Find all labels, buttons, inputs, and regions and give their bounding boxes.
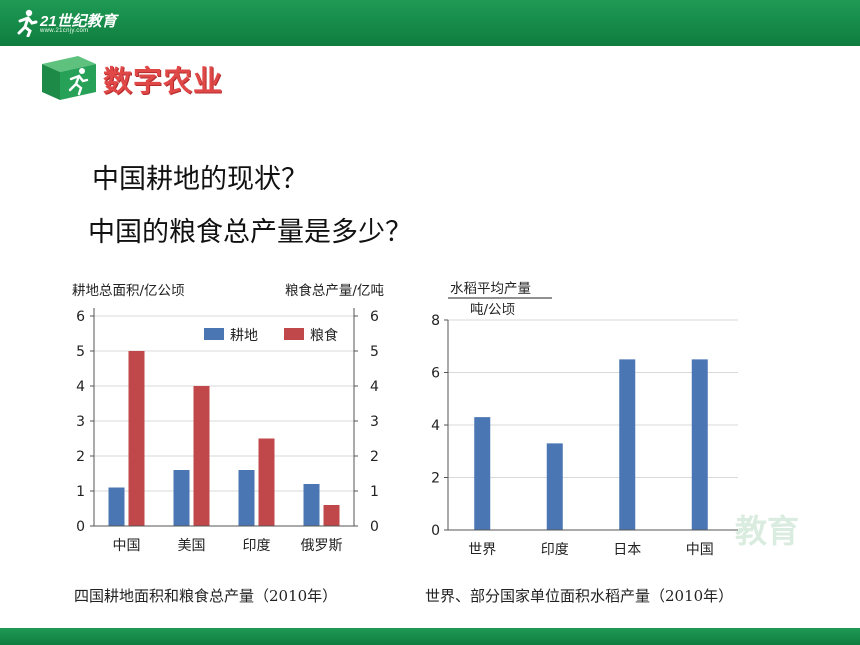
y-tick-label: 8 (431, 313, 440, 329)
y-tick-label-left: 5 (76, 344, 85, 360)
bar-farmland (173, 470, 190, 526)
bar-farmland (238, 470, 255, 526)
y-tick-label-right: 6 (370, 309, 379, 325)
section-cube-icon (42, 56, 96, 100)
chart-farmland-grain: 耕地总面积/亿公顷 粮食总产量/亿吨 0 0 1 1 2 2 3 3 4 4 5 5 6 6 中国 美国 印度 俄… (66, 268, 396, 580)
y-tick-label-left: 0 (76, 519, 85, 535)
legend-swatch (284, 328, 304, 340)
bar-rice-yield (619, 359, 636, 530)
bar-grain (193, 386, 210, 526)
y-tick-label-right: 2 (370, 449, 379, 465)
y-tick-label-right: 1 (370, 484, 379, 500)
y-tick-label-right: 5 (370, 344, 379, 360)
y-tick-label: 4 (431, 418, 440, 434)
y-axis-label-left: 耕地总面积/亿公顷 (72, 282, 185, 299)
bar-grain (128, 351, 145, 526)
y-axis-label-line2: 吨/公顷 (470, 302, 515, 318)
y-tick-label-right: 0 (370, 519, 379, 535)
y-tick-label-left: 2 (76, 449, 85, 465)
legend-label: 耕地 (230, 327, 258, 344)
x-tick-label: 美国 (178, 538, 206, 554)
y-tick-label: 6 (431, 366, 440, 382)
chart-rice-yield: 水稻平均产量 吨/公顷 0 2 4 6 8 世界 印度 日本 中国 (426, 268, 756, 580)
legend-swatch (204, 328, 224, 340)
bar-rice-yield (546, 443, 563, 530)
x-tick-label: 印度 (243, 538, 271, 554)
x-tick-label: 中国 (113, 538, 141, 554)
y-axis-label-right: 粮食总产量/亿吨 (285, 282, 384, 299)
y-tick-label-right: 3 (370, 414, 379, 430)
y-tick-label: 0 (431, 523, 440, 539)
x-tick-label: 中国 (686, 542, 714, 558)
x-tick-label: 俄罗斯 (301, 538, 343, 554)
question-1: 中国耕地的现状？ (92, 164, 308, 195)
bar-farmland (303, 484, 320, 526)
x-tick-label: 世界 (468, 542, 496, 558)
section-title: 数字农业 (103, 64, 224, 98)
chart-1-caption: 四国耕地面积和粮食总产量（2010年） (74, 587, 338, 605)
bar-grain (258, 438, 275, 526)
footer-bar (0, 628, 860, 645)
y-tick-label-left: 4 (76, 379, 85, 395)
x-tick-label: 印度 (541, 542, 569, 558)
logo-text: 21世纪教育 (40, 13, 117, 30)
legend-label: 粮食 (310, 327, 338, 344)
logo-url: www.21cnjy.com (40, 28, 89, 34)
x-tick-label: 日本 (613, 542, 641, 558)
bar-grain (323, 505, 340, 526)
bar-rice-yield (474, 417, 491, 530)
y-axis-label-line1: 水稻平均产量 (450, 281, 531, 297)
bar-rice-yield (691, 359, 708, 530)
site-logo[interactable]: 21世纪教育 www.21cnjy.com (14, 7, 117, 39)
runner-icon (17, 9, 38, 37)
chart-2-caption: 世界、部分国家单位面积水稻产量（2010年） (425, 587, 734, 605)
bar-farmland (108, 487, 125, 526)
y-tick-label-left: 1 (76, 484, 85, 500)
header-bar: 21世纪教育 www.21cnjy.com (0, 0, 860, 46)
y-tick-label: 2 (431, 471, 440, 487)
y-tick-label-left: 6 (76, 309, 85, 325)
watermark: 教育 (735, 513, 800, 549)
question-2: 中国的粮食总产量是多少？ (88, 217, 412, 248)
y-tick-label-left: 3 (76, 414, 85, 430)
y-tick-label-right: 4 (370, 379, 379, 395)
